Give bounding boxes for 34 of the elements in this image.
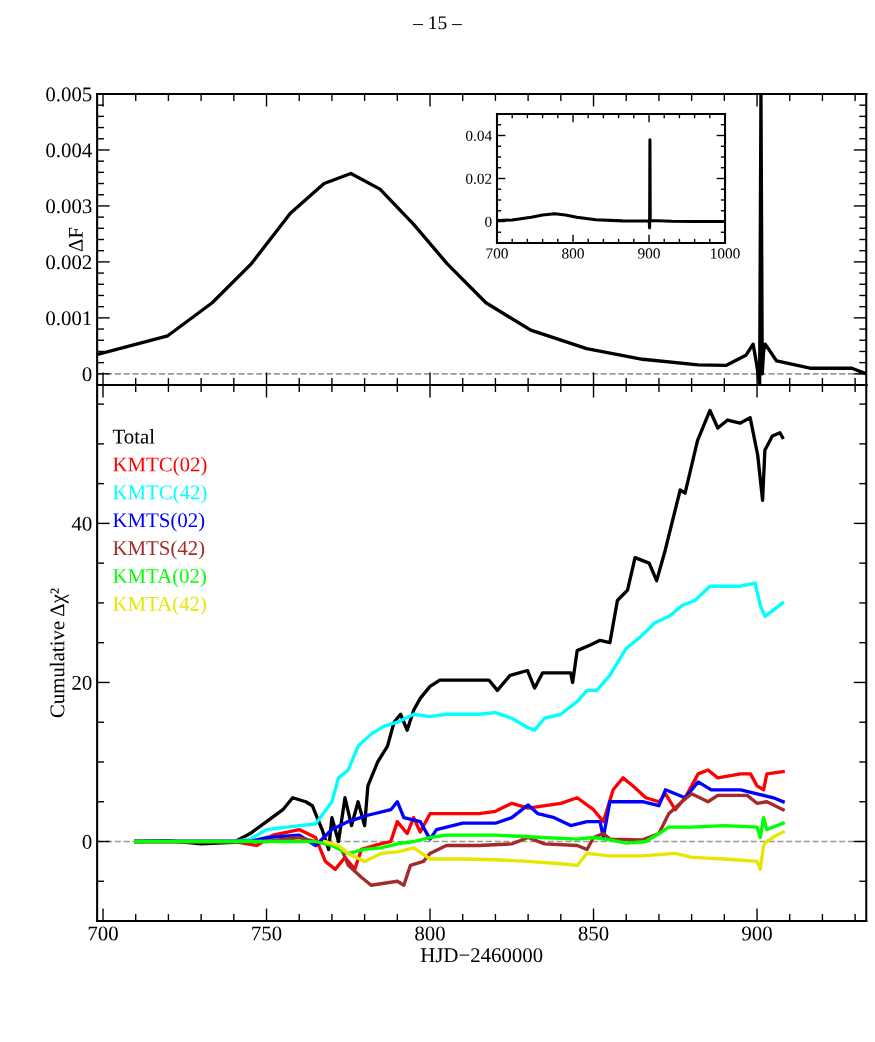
x-tick-label: 900 [742,926,772,941]
y-tick-label: 0.04 [465,130,492,142]
y-tick-label: 0.004 [46,143,92,158]
x-axis-title: HJD−2460000 [420,948,543,963]
y-axis-title: Cumulative Δχ² [49,588,69,718]
y-tick-label: 0.001 [46,311,92,326]
text: KMTC(02) [113,456,207,476]
x-tick-label: 800 [415,926,445,941]
x-tick-label: 850 [578,926,609,941]
text: – 15 – [413,16,462,30]
x-tick-label: 700 [486,248,508,259]
x-tick-label: 800 [562,248,584,259]
y-axis-title: ΔF [68,227,83,252]
text: KMTA(42) [113,596,206,616]
text: Total [112,428,155,444]
y-tick-label: 0 [82,834,92,849]
y-tick-label: 0 [82,367,92,382]
y-tick-label: 40 [71,516,92,531]
x-tick-label: 700 [88,926,118,941]
text: KMTA(02) [113,568,206,588]
x-tick-label: 900 [638,248,660,259]
x-tick-label: 750 [252,926,282,941]
text: KMTC(42) [113,484,207,504]
y-tick-label: 0.02 [465,173,492,185]
y-tick-label: 20 [72,675,92,690]
y-tick-label: 0.003 [46,199,92,214]
line-series [323,830,785,871]
line-series [134,815,785,856]
x-tick-label: 1000 [711,248,740,259]
text: KMTS(42) [113,540,205,560]
y-tick-label: 0.002 [46,255,92,270]
y-tick-label: 0 [485,216,492,227]
text: KMTS(02) [113,512,205,532]
y-tick-label: 0.005 [46,87,92,102]
